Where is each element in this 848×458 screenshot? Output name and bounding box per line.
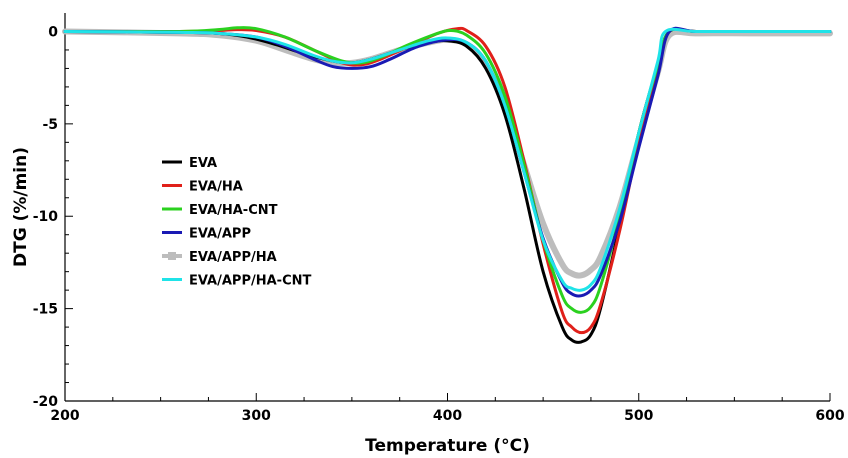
legend-label-eva-app-ha-cnt: EVA/APP/HA-CNT <box>189 274 311 289</box>
y-tick-label: -10 <box>33 209 59 225</box>
x-axis-title: Temperature (°C) <box>365 436 530 456</box>
y-axis-title: DTG (%/min) <box>11 147 31 267</box>
legend-marker-eva-app-ha <box>168 252 176 260</box>
legend-label-eva-app: EVA/APP <box>189 227 251 242</box>
x-tick-label: 200 <box>50 408 79 424</box>
legend: EVA EVA/HA EVA/HA-CNT EVA/APP EVA/APP/HA EVA/… <box>162 156 311 289</box>
y-tick-label: -20 <box>33 394 59 410</box>
legend-label-eva-app-ha: EVA/APP/HA <box>189 250 277 265</box>
y-tick-label: -5 <box>42 117 58 133</box>
series-line-eva-app-ha-cnt <box>63 27 832 292</box>
legend-label-eva-ha-cnt: EVA/HA-CNT <box>189 203 278 218</box>
series-line-eva-app-ha <box>62 28 833 279</box>
legend-label-eva-ha: EVA/HA <box>189 180 243 195</box>
axes: 200 300 400 500 600 0 -5 -10 -15 -20 <box>33 13 845 424</box>
x-tick-label: 400 <box>433 408 462 424</box>
x-tick-label: 300 <box>242 408 271 424</box>
series-line-eva-ha <box>63 26 832 335</box>
y-tick-label: -15 <box>33 302 58 318</box>
y-tick-label: 0 <box>48 24 58 40</box>
series-line-eva-ha-cnt <box>63 26 832 314</box>
series-lines <box>62 26 833 344</box>
x-tick-label: 500 <box>624 408 653 424</box>
legend-label-eva: EVA <box>189 156 217 171</box>
x-tick-label: 600 <box>815 408 844 424</box>
